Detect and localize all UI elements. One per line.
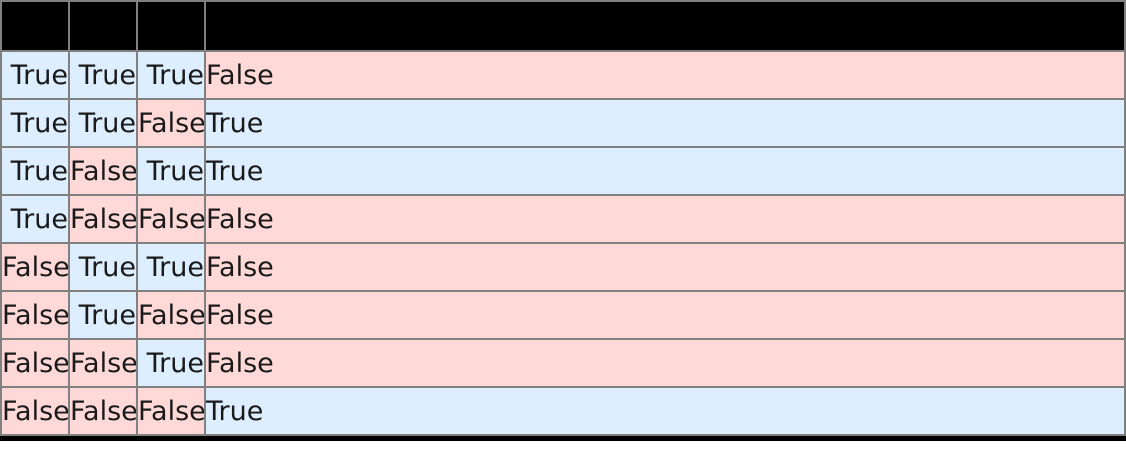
- truth-cell: False: [0, 338, 70, 388]
- result-cell: True: [204, 98, 1126, 148]
- truth-cell: True: [68, 98, 138, 148]
- header-cell-2: [68, 0, 138, 52]
- table-row: True True False True: [0, 98, 1126, 148]
- truth-cell: True: [68, 242, 138, 292]
- result-cell: False: [204, 50, 1126, 100]
- table-row: False False False True: [0, 386, 1126, 436]
- truth-cell: True: [136, 338, 206, 388]
- truth-cell: True: [136, 50, 206, 100]
- table-row: False True False False: [0, 290, 1126, 340]
- truth-cell: False: [68, 386, 138, 436]
- truth-cell: False: [68, 338, 138, 388]
- table-row: True False False False: [0, 194, 1126, 244]
- result-cell: False: [204, 290, 1126, 340]
- truth-cell: False: [0, 290, 70, 340]
- table-row: True True True False: [0, 50, 1126, 100]
- truth-cell: True: [68, 290, 138, 340]
- truth-cell: True: [136, 242, 206, 292]
- truth-cell: True: [0, 194, 70, 244]
- header-row: [0, 0, 1126, 52]
- result-cell: False: [204, 242, 1126, 292]
- truth-cell: True: [0, 50, 70, 100]
- truth-cell: True: [0, 98, 70, 148]
- truth-cell: True: [136, 146, 206, 196]
- header-cell-result: [204, 0, 1126, 52]
- truth-cell: True: [0, 146, 70, 196]
- truth-table-container: True True True False True True False Tru…: [0, 0, 1126, 441]
- truth-cell: False: [136, 98, 206, 148]
- truth-cell: False: [68, 194, 138, 244]
- truth-table: True True True False True True False Tru…: [0, 0, 1126, 436]
- truth-cell: True: [68, 50, 138, 100]
- result-cell: False: [204, 338, 1126, 388]
- truth-cell: False: [0, 386, 70, 436]
- header-cell-3: [136, 0, 206, 52]
- header-cell-1: [0, 0, 70, 52]
- result-cell: True: [204, 386, 1126, 436]
- result-cell: False: [204, 194, 1126, 244]
- table-row: False True True False: [0, 242, 1126, 292]
- table-row: False False True False: [0, 338, 1126, 388]
- truth-cell: False: [0, 242, 70, 292]
- truth-cell: False: [136, 194, 206, 244]
- truth-cell: False: [68, 146, 138, 196]
- truth-cell: False: [136, 290, 206, 340]
- table-row: True False True True: [0, 146, 1126, 196]
- result-cell: True: [204, 146, 1126, 196]
- truth-cell: False: [136, 386, 206, 436]
